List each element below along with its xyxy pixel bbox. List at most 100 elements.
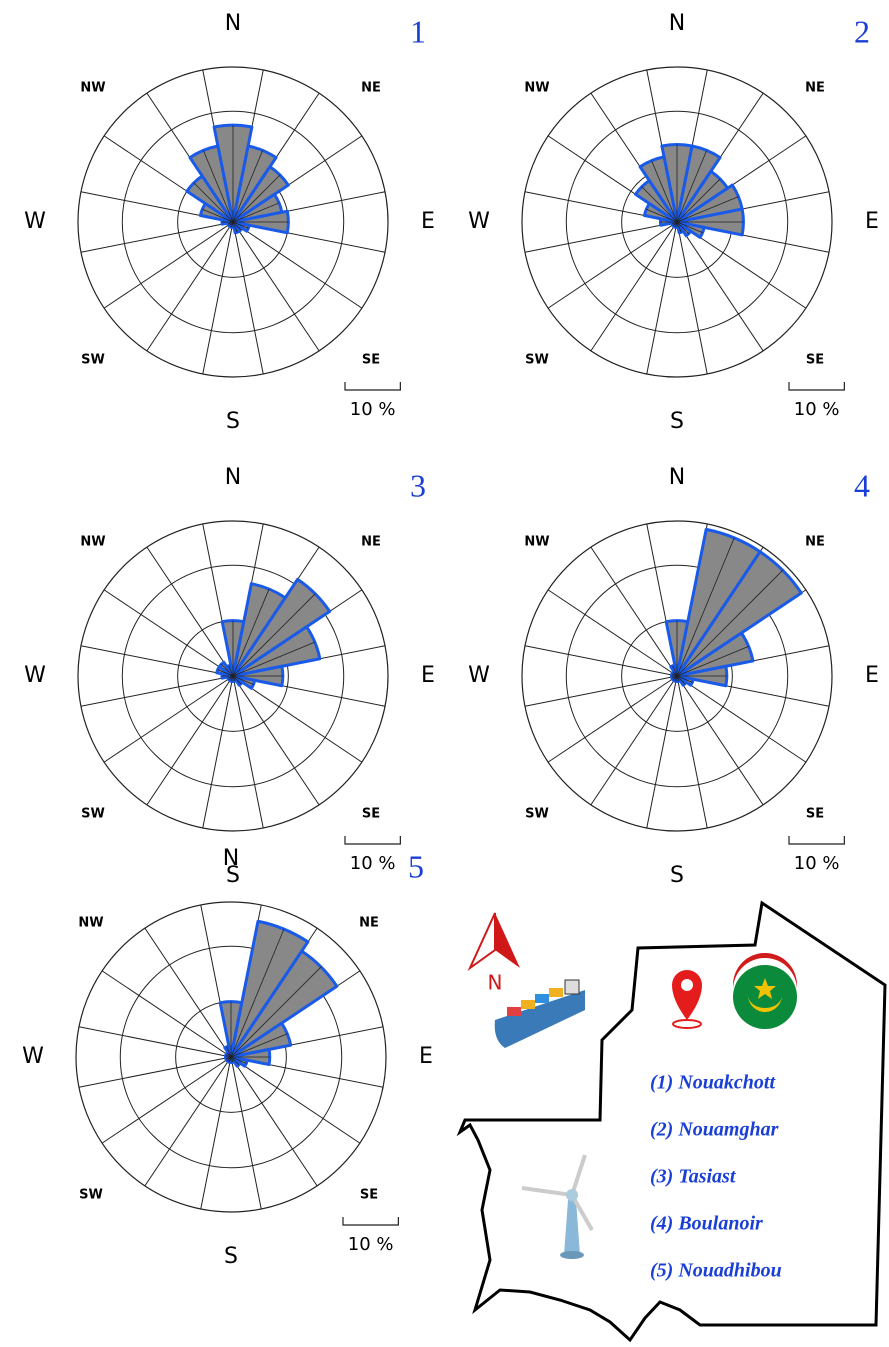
scale-bar bbox=[788, 836, 845, 845]
outer-ring bbox=[521, 66, 833, 378]
spoke bbox=[547, 221, 678, 309]
direction-label: SW bbox=[81, 807, 105, 822]
sector-divider bbox=[232, 588, 270, 677]
sector-divider bbox=[232, 150, 264, 223]
spoke bbox=[646, 221, 678, 375]
grid-ring bbox=[119, 945, 343, 1169]
direction-label: N bbox=[223, 846, 239, 871]
spoke bbox=[103, 221, 234, 309]
sector-divider bbox=[202, 150, 234, 223]
spoke bbox=[230, 1056, 262, 1210]
sector-divider bbox=[676, 178, 721, 223]
scale-bar bbox=[788, 382, 845, 391]
scale-bar bbox=[342, 1217, 399, 1226]
direction-label: E bbox=[865, 209, 879, 234]
spoke bbox=[103, 589, 234, 677]
sector-divider bbox=[676, 221, 690, 235]
spoke bbox=[524, 645, 678, 677]
spoke bbox=[232, 675, 320, 806]
sector-divider bbox=[217, 669, 234, 677]
sector-divider bbox=[202, 208, 234, 223]
spoke bbox=[101, 970, 232, 1058]
direction-label: E bbox=[421, 663, 435, 688]
spoke bbox=[103, 675, 234, 763]
direction-label: NW bbox=[80, 81, 105, 96]
scale-bar-label: 10 % bbox=[794, 853, 840, 874]
direction-label: S bbox=[226, 863, 240, 888]
spoke bbox=[146, 546, 234, 677]
direction-label: W bbox=[468, 663, 490, 688]
scale-bar-label: 10 % bbox=[348, 1234, 394, 1255]
spoke bbox=[590, 546, 678, 677]
legend-entry: (4) Boulanoir bbox=[650, 1213, 763, 1235]
spoke bbox=[230, 1056, 361, 1144]
direction-label: W bbox=[22, 1044, 44, 1069]
direction-label: E bbox=[865, 663, 879, 688]
scale-bar bbox=[344, 382, 401, 391]
sector-divider bbox=[232, 675, 254, 685]
direction-label: NE bbox=[361, 535, 381, 550]
grid-ring bbox=[565, 564, 789, 788]
spoke bbox=[80, 645, 234, 677]
direction-label: SE bbox=[360, 1188, 378, 1203]
spoke bbox=[80, 221, 234, 253]
direction-label: SE bbox=[362, 807, 380, 822]
sector-divider bbox=[232, 593, 316, 677]
spoke bbox=[232, 221, 363, 309]
scale-bar-label: 10 % bbox=[350, 399, 396, 420]
spoke bbox=[146, 221, 234, 352]
spoke bbox=[232, 221, 264, 375]
ship-icon bbox=[494, 979, 585, 1048]
sector-divider bbox=[676, 675, 686, 685]
spoke bbox=[676, 221, 708, 375]
spoke bbox=[676, 675, 764, 806]
sector-divider bbox=[672, 665, 678, 677]
direction-label: W bbox=[24, 209, 46, 234]
sector-divider bbox=[230, 1056, 240, 1066]
spoke bbox=[78, 1026, 232, 1058]
spoke bbox=[202, 221, 234, 375]
direction-label: NE bbox=[805, 81, 825, 96]
sector-divider bbox=[676, 675, 693, 683]
sector-divider bbox=[230, 928, 285, 1058]
direction-label: W bbox=[24, 663, 46, 688]
spoke bbox=[590, 675, 678, 806]
sector-divider bbox=[676, 221, 682, 233]
outer-ring bbox=[77, 66, 389, 378]
panel-number: 1 bbox=[410, 13, 426, 49]
sector-divider bbox=[641, 186, 678, 223]
spoke bbox=[676, 675, 708, 829]
north-arrow bbox=[467, 912, 520, 972]
direction-label: E bbox=[421, 209, 435, 234]
direction-label: SW bbox=[79, 1188, 103, 1203]
direction-label: S bbox=[224, 1244, 238, 1269]
spoke bbox=[676, 221, 764, 352]
direction-label: SW bbox=[525, 807, 549, 822]
sector-divider bbox=[230, 966, 322, 1058]
wind-rose: N NE E SE S SW W NW 2 10 % bbox=[468, 11, 879, 434]
sector-divider bbox=[226, 1046, 232, 1058]
spoke bbox=[144, 1056, 232, 1187]
spoke bbox=[646, 675, 678, 829]
direction-label: W bbox=[468, 209, 490, 234]
direction-label: SE bbox=[806, 353, 824, 368]
scale-bar bbox=[344, 836, 401, 845]
sector-divider bbox=[232, 221, 249, 229]
north-label: N bbox=[488, 971, 503, 995]
sector-divider bbox=[676, 150, 708, 223]
direction-label: SW bbox=[81, 353, 105, 368]
spoke bbox=[547, 589, 678, 677]
direction-label: E bbox=[419, 1044, 433, 1069]
direction-label: SE bbox=[362, 353, 380, 368]
spoke bbox=[146, 675, 234, 806]
direction-label: N bbox=[225, 465, 241, 490]
sector-divider bbox=[232, 675, 242, 685]
outer-ring bbox=[75, 901, 387, 1213]
legend-entry: (5) Nouadhibou bbox=[650, 1260, 782, 1282]
legend-entry: (1) Nouakchott bbox=[650, 1072, 776, 1094]
direction-label: NW bbox=[78, 916, 103, 931]
direction-label: SW bbox=[525, 353, 549, 368]
spoke bbox=[144, 927, 232, 1058]
outer-ring bbox=[77, 520, 389, 832]
